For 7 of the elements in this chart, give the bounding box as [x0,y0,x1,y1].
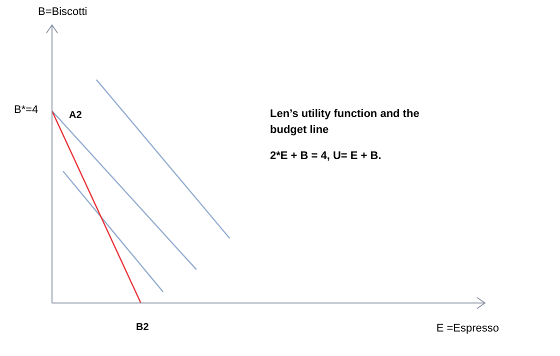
x-axis-title: E =Espresso [436,322,499,335]
text: B*=4 [14,103,40,118]
annotation: Len’s utility function and the budget line [270,107,420,138]
text: B=Biscotti [38,5,88,20]
annotation: 2*E + B = 4, U= E + B. [270,149,382,164]
annotation: A2 [69,109,83,123]
text: B2 [136,321,150,335]
